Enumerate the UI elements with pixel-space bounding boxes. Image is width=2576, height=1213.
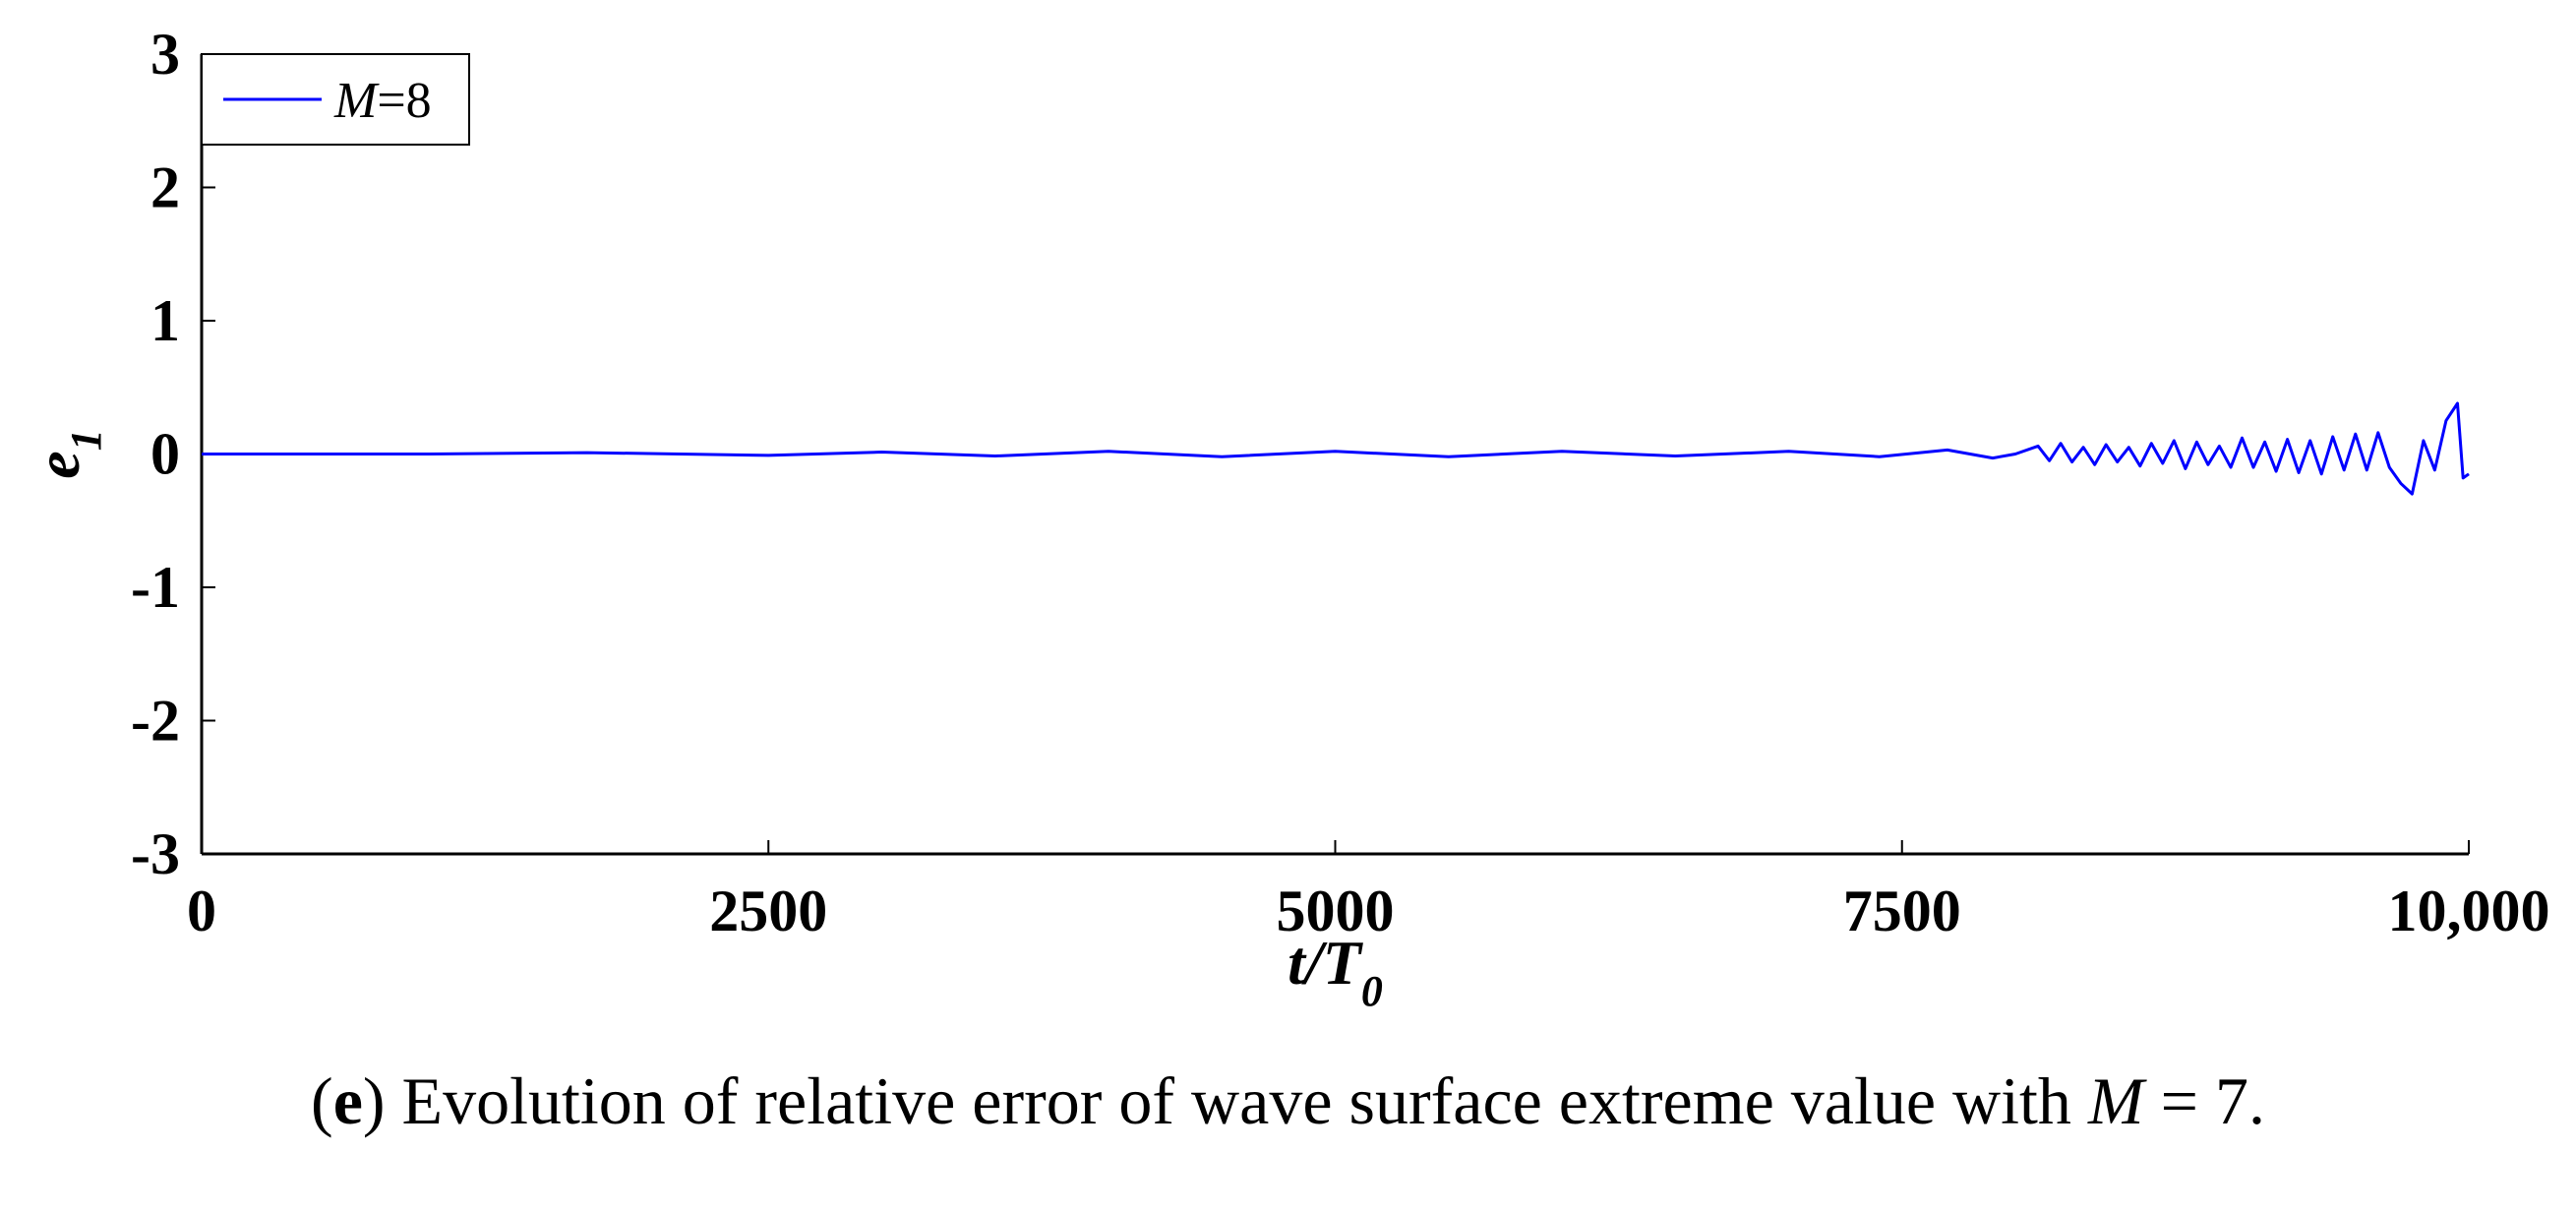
caption-label: e [332,1063,363,1138]
y-axis-label-main: e [23,451,92,478]
x-tick-label: 0 [187,879,216,943]
caption-var: M [2087,1063,2144,1138]
x-tick-label: 10,000 [2388,879,2550,943]
x-axis-label: t/T0 [1288,928,1383,1015]
y-axis-label: e1 [23,429,110,478]
legend: M=8 [201,53,470,146]
y-tick-label: -3 [131,821,180,886]
legend-label: M=8 [333,73,432,129]
x-tick-label: 7500 [1843,879,1961,943]
tick-labels: 0 2500 5000 7500 10,000 3 2 1 0 -1 -2 -3 [131,22,2549,943]
x-tick-label: 5000 [1277,879,1395,943]
x-axis-label-sub: 0 [1361,967,1383,1015]
legend-label-var: M [333,73,380,129]
caption-text-after: = 7. [2143,1063,2265,1138]
y-tick-label: 1 [150,288,180,353]
y-tick-label: -1 [131,555,180,620]
caption-text-before: Evolution of relative error of wave surf… [385,1063,2088,1138]
y-tick-label: 2 [150,155,180,220]
x-axis-label-main: t/T [1288,928,1364,998]
legend-label-rest: =8 [377,73,431,129]
axes [200,53,2470,856]
y-tick-label: 3 [150,22,180,87]
y-tick-label: -2 [131,689,180,754]
series-line-m8 [202,401,2470,496]
series-layer [202,401,2470,496]
y-axis-label-sub: 1 [62,429,110,451]
y-tick-label: 0 [150,422,180,487]
figure-caption: (e) Evolution of relative error of wave … [311,1063,2265,1138]
x-tick-label: 2500 [709,879,827,943]
